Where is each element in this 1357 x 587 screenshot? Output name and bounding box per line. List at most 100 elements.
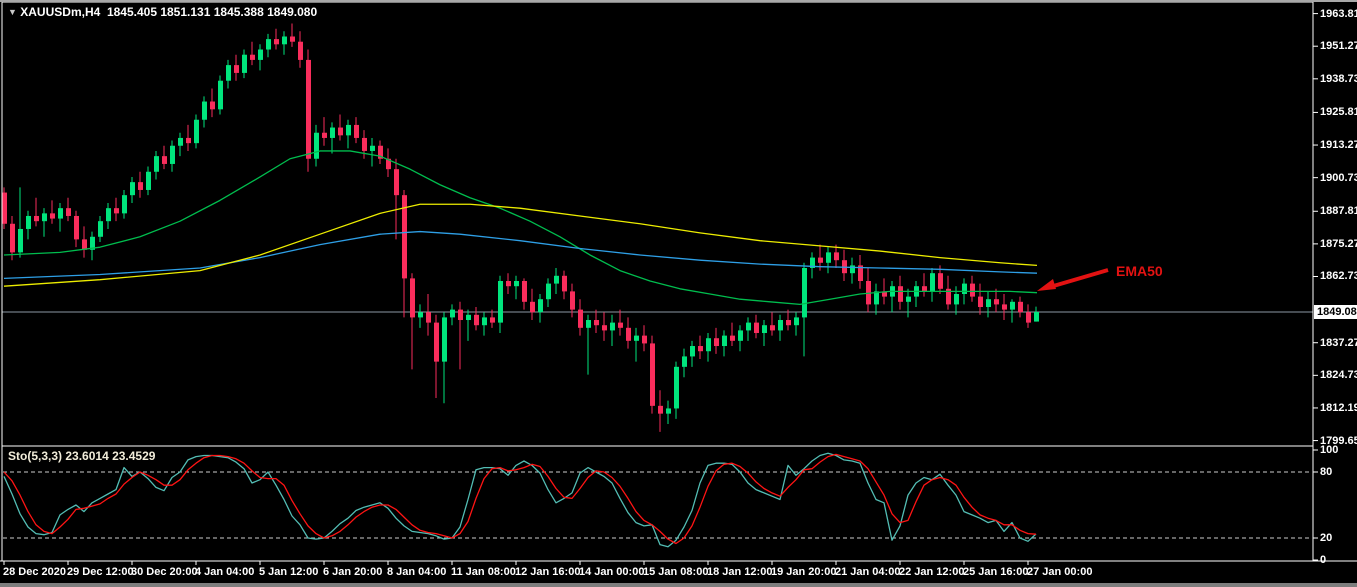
time-axis-label: 8 Jan 04:00	[387, 566, 447, 578]
candle-body	[154, 156, 159, 172]
candle-body	[506, 280, 511, 287]
candle-body	[266, 39, 271, 50]
time-axis-label: 14 Jan 00:00	[579, 566, 645, 578]
candle-body	[522, 280, 527, 302]
candle-body	[418, 312, 423, 318]
candle-body	[290, 36, 295, 42]
candle-body	[730, 335, 735, 341]
candle-body	[834, 252, 839, 261]
candle-body	[10, 223, 15, 253]
candle-body	[114, 208, 119, 214]
candle-body	[170, 145, 175, 164]
time-axis-label: 4 Jan 04:00	[195, 566, 255, 578]
candle-body	[754, 322, 759, 334]
candle-body	[722, 335, 727, 347]
candle-body	[434, 322, 439, 362]
candle-body	[514, 280, 519, 287]
candle-body	[986, 299, 991, 308]
candle-body	[26, 215, 31, 229]
candle-body	[386, 158, 391, 170]
candle-body	[1010, 301, 1015, 310]
candle-body	[370, 145, 375, 151]
candle-body	[162, 156, 167, 164]
candle-body	[322, 132, 327, 138]
candle-body	[642, 335, 647, 344]
price-axis-label: 1887.810	[1320, 205, 1357, 218]
candle-body	[178, 137, 183, 146]
overlay-line-ma-blue	[3, 230, 1038, 280]
price-axis-label: 1938.730	[1320, 72, 1357, 85]
price-axis-label: 1837.270	[1320, 336, 1357, 349]
candle-body	[354, 124, 359, 138]
time-axis-label: 27 Jan 00:00	[1027, 566, 1093, 578]
price-axis-label: 1824.730	[1320, 369, 1357, 382]
candle-body	[250, 54, 255, 60]
candle-body	[802, 267, 807, 318]
candle-body	[482, 317, 487, 326]
sto-axis-label: 80	[1320, 466, 1333, 478]
candle-body	[634, 335, 639, 341]
candle-body	[66, 208, 71, 216]
candle-body	[578, 309, 583, 328]
candle-body	[402, 195, 407, 279]
price-axis-label: 1862.730	[1320, 270, 1357, 283]
candle-body	[314, 132, 319, 159]
candle-body	[202, 101, 207, 120]
candle-body	[42, 213, 47, 222]
candle-body	[138, 182, 143, 190]
candle-body	[194, 119, 199, 144]
time-axis-label: 5 Jan 12:00	[259, 566, 319, 578]
time-axis-label: 25 Jan 16:00	[963, 566, 1029, 578]
candle-body	[874, 291, 879, 305]
candle-body	[530, 301, 535, 313]
candle-body	[122, 195, 127, 214]
candle-body	[698, 346, 703, 352]
candle-body	[306, 59, 311, 159]
candle-body	[90, 236, 95, 250]
candle-body	[466, 314, 471, 321]
candle-body	[858, 265, 863, 281]
sto-d-line	[3, 453, 1037, 545]
candle-body	[410, 278, 415, 318]
candle-body	[970, 283, 975, 297]
ema50-arrow-shaft	[1049, 268, 1109, 289]
candle-body	[226, 65, 231, 81]
candle-body	[458, 309, 463, 321]
candle-body	[258, 49, 263, 60]
candle-body	[546, 283, 551, 300]
candle-body	[1034, 312, 1039, 322]
candle-body	[18, 228, 23, 253]
sto-axis-label: 0	[1320, 554, 1327, 566]
sto-axis-label: 100	[1320, 444, 1339, 456]
candle-body	[786, 320, 791, 326]
candle-body	[538, 299, 543, 313]
candle-body	[554, 275, 559, 284]
candle-body	[450, 309, 455, 318]
candle-body	[242, 54, 247, 73]
candle-body	[1026, 312, 1031, 323]
price-axis-label: 1913.270	[1320, 139, 1357, 152]
candle-body	[594, 320, 599, 326]
time-axis-label: 22 Jan 12:00	[899, 566, 965, 578]
candle-body	[210, 101, 215, 110]
candle-body	[130, 182, 135, 196]
candle-body	[338, 127, 343, 136]
time-axis-label: 29 Dec 12:00	[67, 566, 134, 578]
candle-body	[274, 39, 279, 45]
candle-body	[674, 366, 679, 409]
overlay-line-ema50	[3, 150, 1038, 306]
candle-body	[826, 252, 831, 263]
time-axis-label: 30 Dec 20:00	[131, 566, 198, 578]
candle-body	[938, 273, 943, 289]
candle-body	[58, 208, 63, 219]
price-axis-label: 1875.270	[1320, 237, 1357, 250]
price-axis-label: 1900.730	[1320, 171, 1357, 184]
ema50-arrow-head	[1037, 279, 1056, 291]
candle-body	[994, 299, 999, 305]
candle-body	[682, 356, 687, 367]
candle-body	[146, 171, 151, 190]
overlay-line-ma-yellow	[3, 203, 1038, 287]
candle-body	[82, 239, 87, 250]
